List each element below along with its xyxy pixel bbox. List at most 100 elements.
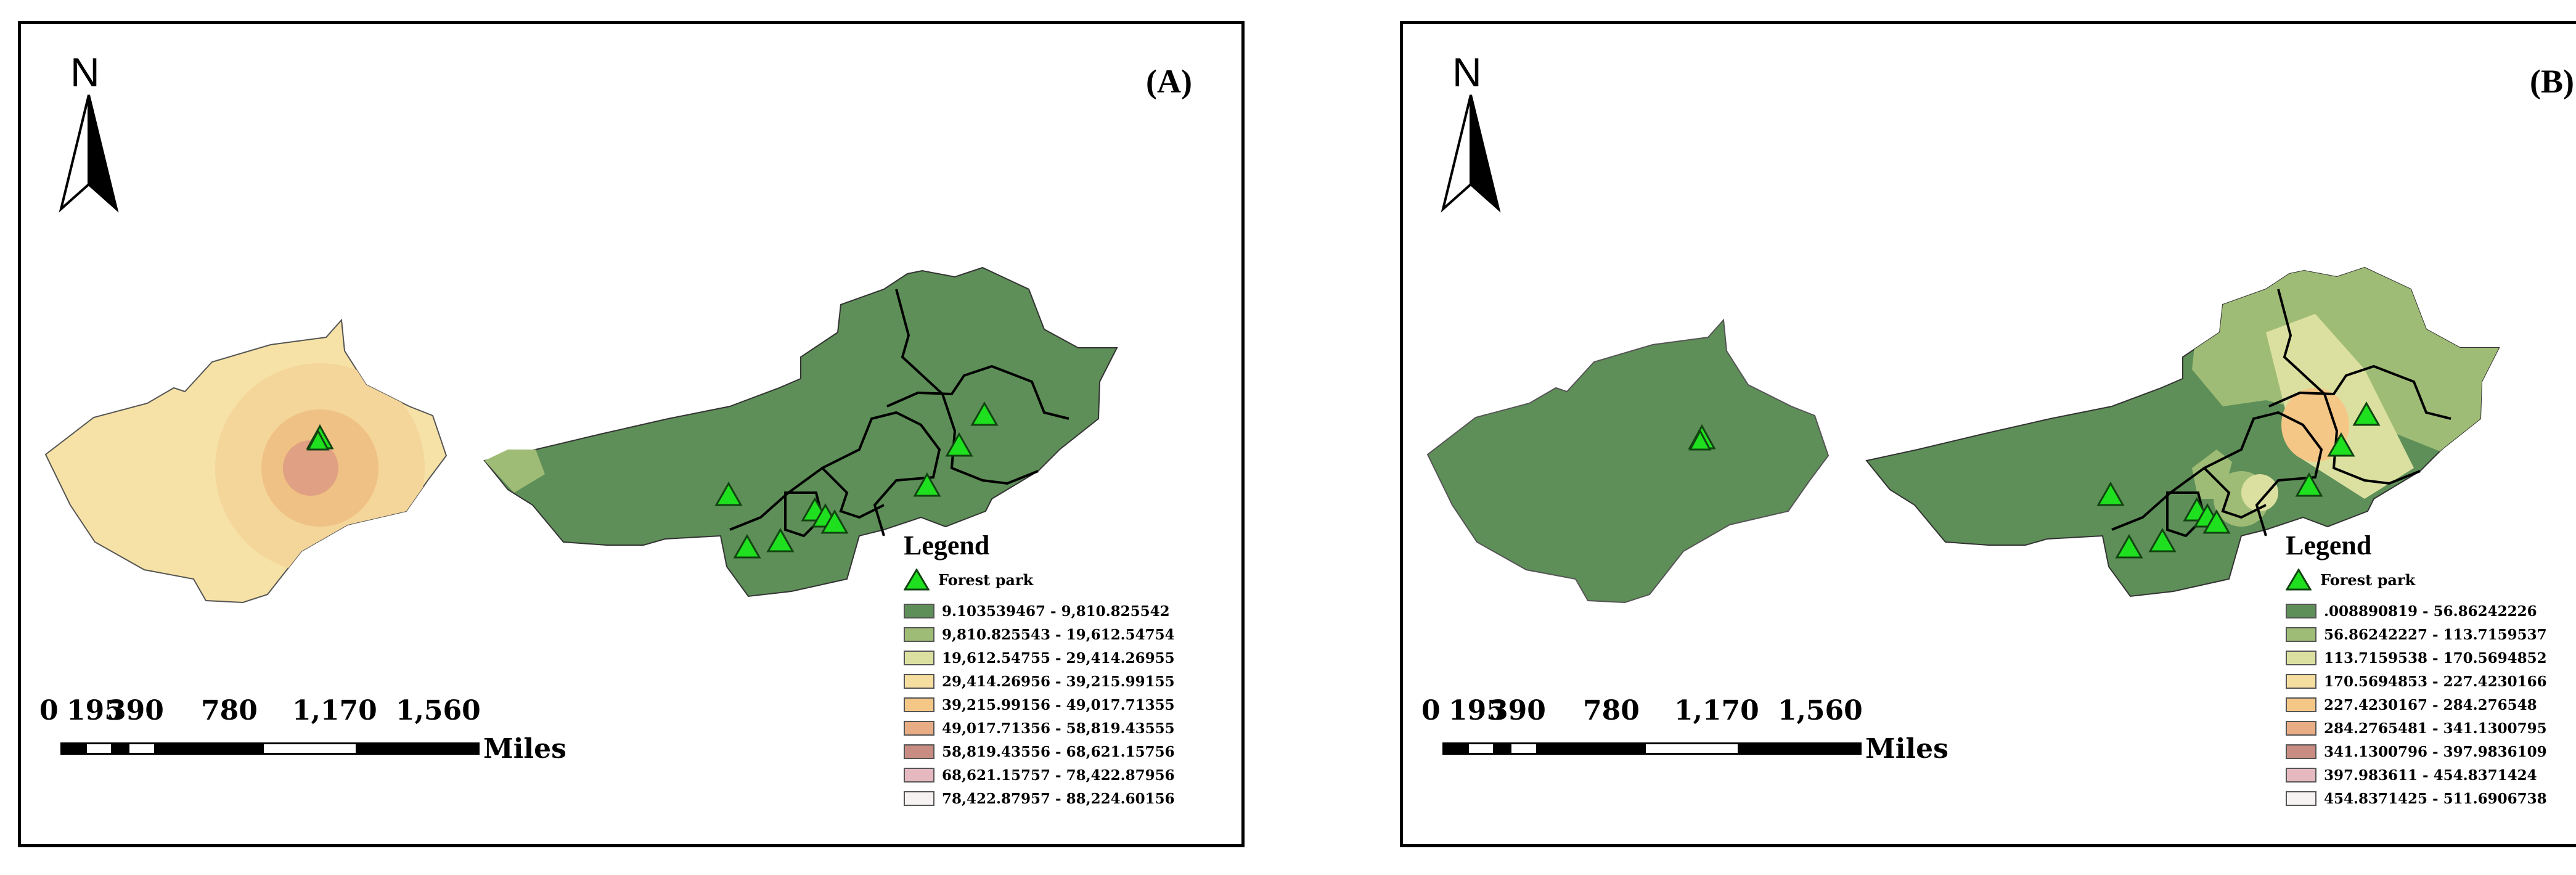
east-region-a (483, 266, 1118, 598)
legend-row: 113.7159538 - 170.5694852 (2286, 646, 2576, 670)
scale-tick: 0 (39, 695, 59, 726)
legend-swatch (2286, 721, 2316, 736)
map-panel-b: N (B) 0 195 390 780 1,170 1,560 (1400, 21, 2576, 847)
legend-range-label: 454.8371425 - 511.6906738 (2324, 790, 2547, 807)
east-region-light-patch-a (485, 450, 545, 493)
map-panel-a: N (A) 0 195 390 780 1,170 1,560 (18, 21, 1245, 847)
legend-swatch (2286, 697, 2316, 712)
legend-row: 49,017.71356 - 58,819.43555 (904, 717, 1224, 740)
north-arrow-icon (59, 94, 119, 213)
legend-swatch (2286, 768, 2316, 783)
legend: Legend Forest park 9.103539467 - 9,810.8… (904, 530, 1224, 810)
scale-tick: 390 (107, 695, 164, 726)
triangle-icon (2286, 569, 2312, 591)
legend-swatch (904, 674, 934, 689)
scale-unit: Miles (483, 733, 566, 765)
forest-park-marker (733, 533, 761, 559)
scale-unit: Miles (1865, 733, 1948, 765)
legend-row: 284.2765481 - 341.1300795 (2286, 717, 2576, 740)
legend-range-label: 170.5694853 - 227.4230166 (2324, 673, 2547, 690)
panel-label: (A) (1146, 63, 1192, 100)
legend-range-label: 56.86242227 - 113.7159537 (2324, 626, 2547, 643)
forest-park-marker (2352, 401, 2381, 426)
forest-park-marker (2295, 472, 2323, 497)
forest-park-marker (2148, 527, 2177, 553)
legend-row: 341.1300796 - 397.9836109 (2286, 740, 2576, 763)
scale-labels: 0 195 390 780 1,170 1,560 (39, 695, 545, 732)
legend-range-label: 227.4230167 - 284.276548 (2324, 696, 2537, 713)
west-region-b (1426, 318, 1830, 604)
legend-row: 170.5694853 - 227.4230166 (2286, 670, 2576, 693)
forest-park-marker (306, 429, 330, 451)
scale-tick: 195 (67, 695, 123, 726)
density-zone-orange-b (2281, 388, 2349, 462)
legend-swatch (904, 697, 934, 712)
legend-row: 39,215.99156 - 49,017.71355 (904, 693, 1224, 717)
north-arrow-icon (1441, 94, 1501, 213)
legend-forest-park-label: Forest park (938, 570, 1034, 589)
scale-tick: 780 (201, 695, 258, 726)
province-boundaries-b (2111, 289, 2451, 538)
legend-swatch (904, 651, 934, 665)
legend-row: 9,810.825543 - 19,612.54754 (904, 623, 1224, 646)
legend-forest-park-label: Forest park (2320, 570, 2416, 589)
legend-range-label: 68,621.15757 - 78,422.87956 (942, 766, 1175, 784)
legend-range-label: 78,422.87957 - 88,224.60156 (942, 790, 1175, 807)
legend-row: 68,621.15757 - 78,422.87956 (904, 763, 1224, 787)
legend-swatch (2286, 604, 2316, 618)
legend-row: 454.8371425 - 511.6906738 (2286, 787, 2576, 810)
north-label: N (1452, 49, 1482, 95)
legend-swatch (904, 721, 934, 736)
legend-swatch (904, 604, 934, 618)
legend-row: .008890819 - 56.86242226 (2286, 599, 2576, 623)
forest-park-marker (2327, 432, 2355, 457)
legend-forest-park: Forest park (904, 569, 1224, 591)
scale-tick: 1,560 (1778, 695, 1863, 726)
scale-bar (60, 742, 480, 755)
legend-swatch (904, 791, 934, 806)
legend-range-label: 397.983611 - 454.8371424 (2324, 766, 2537, 784)
legend-title: Legend (2286, 530, 2372, 561)
scale-tick: 390 (1489, 695, 1546, 726)
legend-range-label: .008890819 - 56.86242226 (2324, 602, 2537, 620)
scale-tick: 195 (1449, 695, 1505, 726)
scale-bar (1442, 742, 1862, 755)
panel-label: (B) (2530, 63, 2574, 100)
forest-park-marker (2202, 509, 2231, 534)
scale-tick: 0 (1421, 695, 1441, 726)
forest-park-marker (2096, 481, 2125, 506)
density-ring-inner-a (283, 440, 338, 496)
map-canvas-b (1426, 266, 2500, 604)
legend-swatch (904, 744, 934, 759)
legend-swatch (2286, 627, 2316, 642)
legend-swatch (904, 768, 934, 783)
scale-tick: 780 (1583, 695, 1640, 726)
legend-range-label: 9,810.825543 - 19,612.54754 (942, 626, 1175, 643)
north-arrow: N (58, 49, 126, 213)
forest-park-marker (2115, 533, 2143, 559)
legend-range-label: 39,215.99156 - 49,017.71355 (942, 696, 1175, 713)
legend-swatch (904, 627, 934, 642)
north-label: N (70, 49, 100, 95)
forest-park-marker (945, 432, 973, 457)
legend-forest-park: Forest park (2286, 569, 2576, 591)
legend-range-label: 9.103539467 - 9,810.825542 (942, 602, 1170, 620)
legend: Legend Forest park .008890819 - 56.86242… (2286, 530, 2576, 810)
legend-swatch (2286, 651, 2316, 665)
legend-range-label: 284.2765481 - 341.1300795 (2324, 720, 2547, 737)
forest-park-marker (1688, 429, 1712, 451)
markers-layer-a (306, 401, 999, 559)
scale-tick: 1,170 (292, 695, 377, 726)
legend-row: 78,422.87957 - 88,224.60156 (904, 787, 1224, 810)
north-arrow: N (1440, 49, 1508, 213)
legend-row: 19,612.54755 - 29,414.26955 (904, 646, 1224, 670)
legend-range-label: 29,414.26956 - 39,215.99155 (942, 673, 1175, 690)
legend-row: 56.86242227 - 113.7159537 (2286, 623, 2576, 646)
scale-labels: 0 195 390 780 1,170 1,560 (1421, 695, 1927, 732)
legend-title: Legend (904, 530, 990, 561)
legend-row: 9.103539467 - 9,810.825542 (904, 599, 1224, 623)
markers-layer-b (1688, 401, 2381, 559)
scale-tick: 1,560 (396, 695, 481, 726)
legend-range-label: 49,017.71356 - 58,819.43555 (942, 720, 1175, 737)
legend-swatch (2286, 791, 2316, 806)
